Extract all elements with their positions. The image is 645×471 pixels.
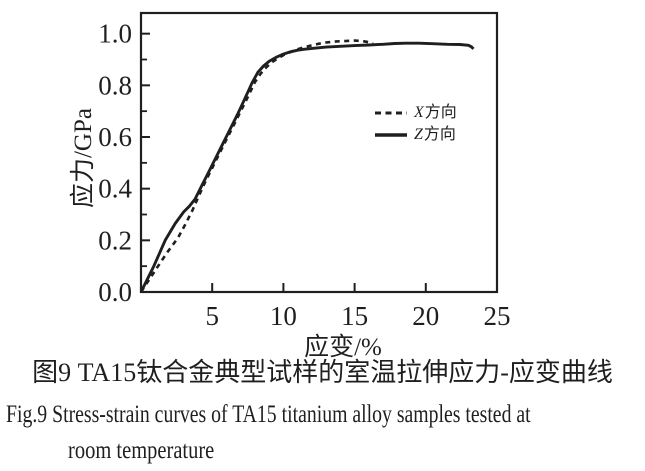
x-tick-label: 15 [341, 301, 368, 331]
legend-label-x-direction: X方向 [414, 103, 457, 122]
legend-item-z-direction: Z方向 [374, 125, 457, 144]
legend-letter-z: Z [414, 126, 423, 143]
series-x-direction-curve [139, 39, 374, 293]
legend-suffix-x: 方向 [424, 104, 457, 121]
y-axis-label: 应力/GPa [70, 108, 97, 209]
plot-frame [139, 11, 499, 294]
x-axis-label: 应变/% [304, 334, 382, 361]
stress-strain-chart: 5 10 15 20 25 0.0 0.2 0.4 0.6 0.8 1.0 [98, 11, 511, 331]
y-tick-label: 1.0 [98, 19, 132, 49]
dashed-line-sample [375, 111, 407, 114]
legend-letter-x: X [414, 104, 424, 121]
solid-line-sample [375, 132, 407, 137]
y-tick-label: 0.0 [98, 277, 132, 307]
caption-english-line2: room temperature [68, 437, 215, 464]
legend: X方向 Z方向 [374, 103, 457, 144]
y-tick-label: 0.4 [98, 174, 132, 204]
x-tick-label: 10 [270, 301, 297, 331]
caption-english-line1: Fig.9 Stress-strain curves of TA15 titan… [6, 401, 531, 428]
y-tick-label: 0.2 [98, 225, 132, 255]
legend-suffix-z: 方向 [423, 126, 456, 143]
legend-label-z-direction: Z方向 [414, 125, 456, 144]
legend-item-x-direction: X方向 [374, 103, 457, 122]
x-tick-label: 25 [484, 301, 511, 331]
x-tick-label: 5 [205, 301, 219, 331]
y-tick-label: 0.8 [98, 70, 132, 100]
y-tick-label: 0.6 [98, 122, 132, 152]
caption-chinese: 图9 TA15钛合金典型试样的室温拉伸应力-应变曲线 [32, 358, 613, 387]
x-tick-label: 20 [412, 301, 439, 331]
series-z-direction-curve [139, 41, 475, 293]
